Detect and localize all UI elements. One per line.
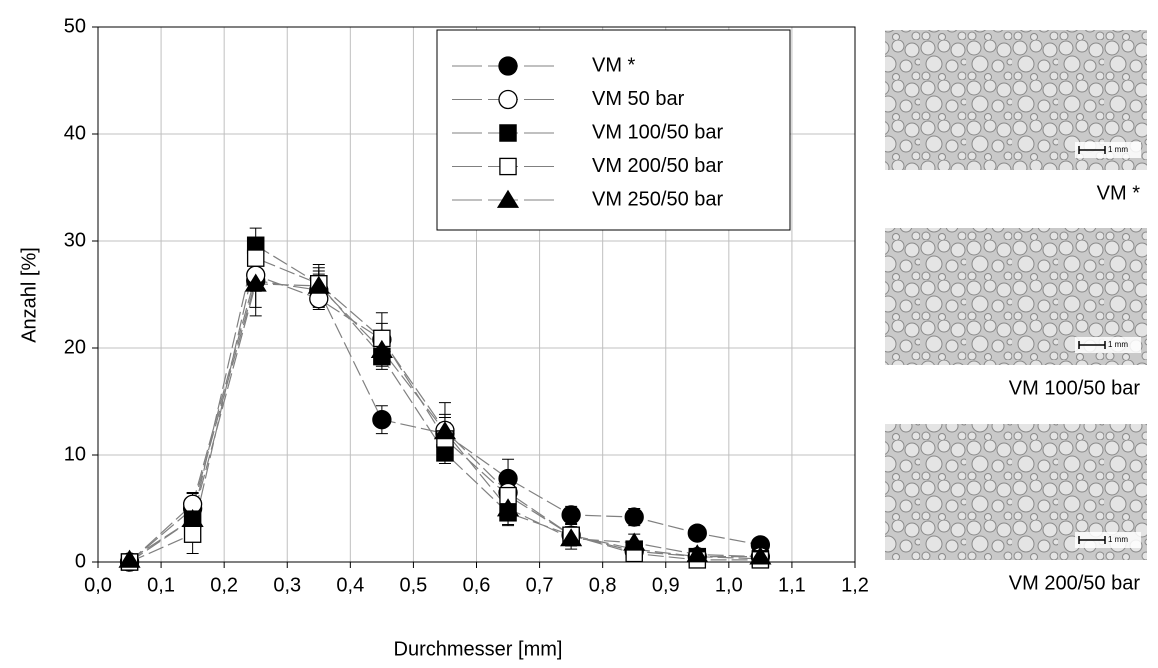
marker	[496, 189, 520, 208]
y-tick-label: 30	[64, 229, 86, 251]
legend-label: VM 200/50 bar	[592, 155, 724, 177]
plot-area: 0 10 20 30 40 50 0,0 0,1 0,2 0,3 0,4 0,5 0,6 0,7 0,8 0,…	[64, 15, 869, 596]
scale-label: 1 mm	[1108, 145, 1128, 154]
scale-bg	[1075, 337, 1141, 353]
x-tick-label: 1,1	[778, 574, 806, 596]
marker	[560, 528, 583, 547]
marker	[433, 421, 457, 440]
legend-label: VM 50 bar	[592, 88, 685, 110]
x-tick-label: 0,9	[652, 574, 680, 596]
marker	[307, 275, 330, 294]
micrograph-caption: VM 200/50 bar	[1009, 572, 1141, 594]
plot-frame	[97, 26, 856, 563]
scale-bar	[1078, 146, 1106, 154]
marker	[561, 505, 581, 525]
scale-bar	[1078, 536, 1106, 544]
legend-label: VM 250/50 bar	[592, 188, 724, 210]
marker	[499, 157, 517, 176]
marker	[370, 339, 393, 358]
legend: VM * VM 50 bar VM 100/50 bar VM 200/50 bar V…	[436, 29, 791, 231]
x-tick-label: 0,8	[589, 574, 617, 596]
y-tick-label: 10	[64, 443, 86, 465]
micrograph-caption: VM 100/50 bar	[1009, 377, 1141, 399]
marker	[624, 507, 644, 527]
marker	[246, 249, 265, 267]
x-tick-label: 0,4	[336, 574, 364, 596]
y-tick-label: 50	[64, 15, 86, 37]
micrographs: 1 mm VM * 1 mm VM 100/50 bar 1 mm VM 200/50 b…	[885, 30, 1147, 594]
marker	[181, 508, 204, 528]
marker	[372, 410, 392, 430]
marker	[686, 544, 709, 563]
x-tick-label: 0,5	[400, 574, 428, 596]
x-tick-label: 1,0	[715, 574, 743, 596]
marker	[749, 546, 772, 565]
scale-label: 1 mm	[1108, 535, 1128, 544]
micrograph-caption: VM *	[1097, 182, 1141, 204]
legend-label: VM *	[592, 54, 636, 76]
marker	[623, 532, 646, 551]
x-tick-label: 0,3	[273, 574, 301, 596]
x-axis-title: Durchmesser [mm]	[394, 638, 563, 660]
x-tick-label: 1,2	[841, 574, 869, 596]
y-axis-title: Anzahl [%]	[18, 247, 40, 343]
marker	[118, 549, 141, 568]
scale-bg	[1075, 142, 1141, 158]
marker	[183, 525, 202, 543]
x-tick-label: 0,1	[147, 574, 175, 596]
marker	[498, 89, 518, 110]
marker	[244, 273, 267, 292]
x-tick-label: 0,7	[526, 574, 554, 596]
x-tick-label: 0,0	[84, 574, 112, 596]
y-tick-label: 20	[64, 336, 86, 358]
scale-bg	[1075, 532, 1141, 548]
legend-box	[436, 29, 791, 231]
x-tick-label: 0,6	[463, 574, 491, 596]
y-tick-label: 0	[75, 550, 86, 572]
y-tick-label: 40	[64, 122, 86, 144]
legend-label: VM 100/50 bar	[592, 121, 724, 143]
scale-bar	[1078, 341, 1106, 349]
marker	[496, 498, 520, 517]
x-tick-label: 0,2	[210, 574, 238, 596]
marker	[499, 124, 517, 142]
marker	[498, 56, 518, 76]
marker	[687, 523, 707, 543]
scale-label: 1 mm	[1108, 340, 1128, 349]
